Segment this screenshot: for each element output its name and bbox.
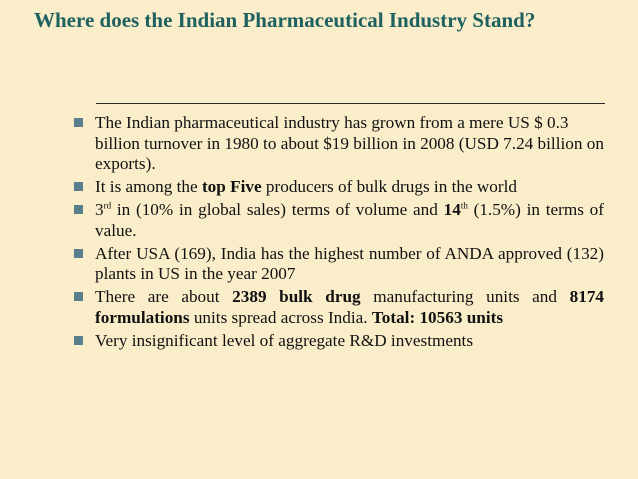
list-item: Very insignificant level of aggregate R&…	[74, 331, 604, 352]
title-divider	[96, 103, 605, 104]
bullet-text-mid: manufacturing units and	[360, 287, 570, 306]
bullet-list: The Indian pharmaceutical industry has g…	[74, 113, 604, 354]
list-item: The Indian pharmaceutical industry has g…	[74, 113, 604, 175]
bulk-drug-units: 2389 bulk drug	[232, 287, 361, 306]
square-bullet-icon	[74, 182, 83, 191]
bullet-text: Very insignificant level of aggregate R&…	[95, 330, 474, 350]
bullet-text-mid: in (10% in global sales) terms of volume…	[111, 200, 444, 219]
bullet-text: After USA (169), India has the highest n…	[95, 243, 604, 284]
bullet-text: The Indian pharmaceutical industry has g…	[95, 113, 604, 173]
slide-title: Where does the Indian Pharmaceutical Ind…	[34, 8, 536, 32]
bullet-text-post: producers of bulk drugs in the world	[261, 177, 517, 196]
list-item: There are about 2389 bulk drug manufactu…	[74, 287, 604, 328]
rank-value: 14	[443, 200, 461, 219]
bullet-text-bold: top Five	[201, 177, 262, 196]
rank-volume-suffix: rd	[103, 200, 112, 211]
list-item: It is among the top Five producers of bu…	[74, 177, 604, 198]
bullet-text-pre: There are about	[95, 287, 233, 306]
square-bullet-icon	[74, 292, 83, 301]
bullet-text-mid: units spread across India.	[189, 307, 372, 327]
list-item: 3rd in (10% in global sales) terms of vo…	[74, 200, 604, 241]
bullet-text-post: (1.5%) in terms of value.	[95, 200, 605, 240]
rank-value-suffix: th	[460, 200, 468, 211]
square-bullet-icon	[74, 248, 83, 258]
square-bullet-icon	[74, 118, 83, 127]
rank-volume: 3	[95, 200, 104, 219]
formulation-units: 8174 formulations	[95, 287, 604, 327]
square-bullet-icon	[74, 335, 83, 345]
bullet-text-pre: It is among the	[95, 177, 202, 196]
square-bullet-icon	[74, 205, 83, 214]
list-item: After USA (169), India has the highest n…	[74, 244, 604, 285]
total-units: Total: 10563 units	[371, 307, 504, 327]
